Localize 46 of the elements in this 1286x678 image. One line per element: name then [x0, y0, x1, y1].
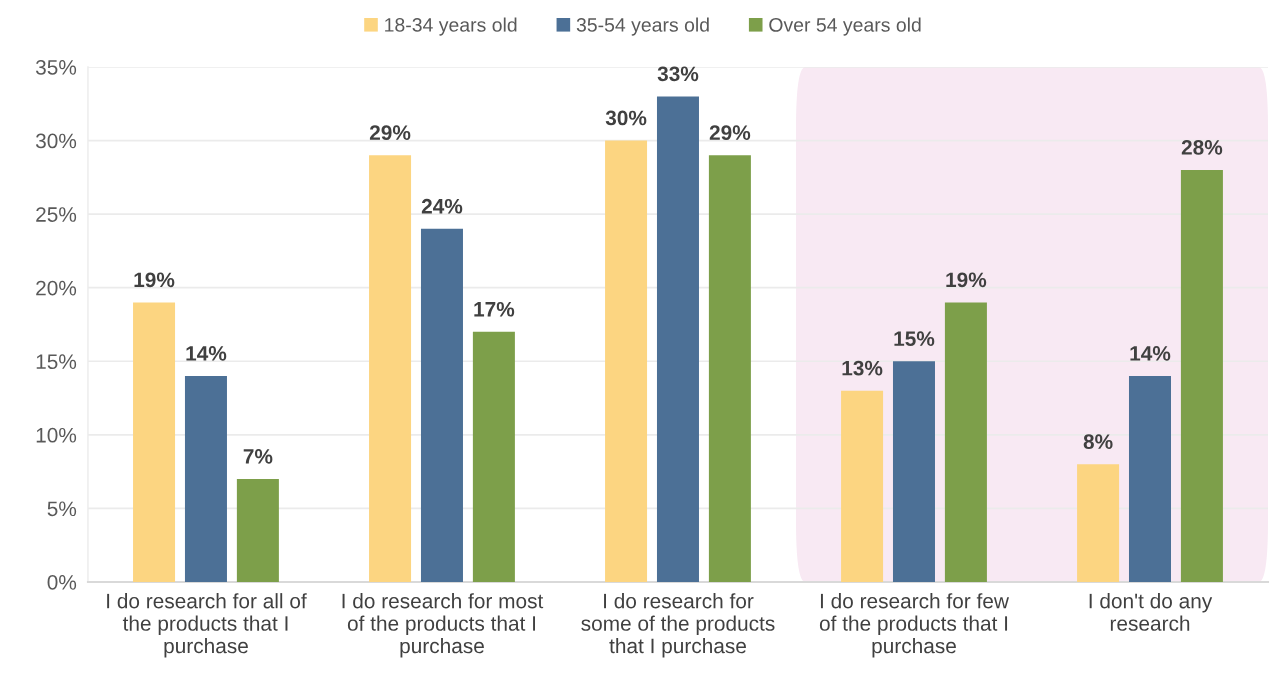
bar	[133, 302, 176, 582]
x-tick-label: I do research for few of the products that I purchase	[819, 593, 1009, 658]
bar	[841, 390, 884, 582]
bar	[1128, 375, 1171, 582]
data-label: 14%	[186, 346, 227, 361]
legend-label: 35-54 years old	[576, 17, 709, 36]
bar	[472, 331, 515, 582]
data-label: 29%	[709, 125, 751, 141]
bar	[605, 140, 648, 582]
y-tick-label: 25%	[36, 207, 77, 222]
y-tick-label: 0%	[47, 575, 77, 590]
bar	[892, 361, 935, 582]
data-label: 29%	[369, 125, 411, 141]
data-label: 7%	[243, 449, 273, 464]
y-tick-label: 15%	[36, 354, 77, 370]
y-tick-label: 35%	[35, 59, 77, 75]
bar	[656, 96, 699, 582]
bar	[1077, 464, 1120, 582]
x-tick-label: I do research for all of the products that I purchase	[107, 593, 307, 658]
x-tick-label: I do research for most of the products that I purchase	[342, 593, 544, 658]
data-label: 8%	[1083, 434, 1113, 450]
bar	[369, 155, 412, 582]
data-label: 13%	[842, 360, 883, 376]
legend-label: Over 54 years old	[769, 17, 921, 36]
data-label: 14%	[1130, 346, 1171, 361]
data-label: 24%	[421, 198, 463, 214]
y-tick-label: 20%	[36, 280, 77, 296]
bar	[708, 155, 751, 582]
data-label: 28%	[1181, 140, 1223, 155]
legend-label: 18-34 years old	[385, 17, 517, 36]
bar	[944, 302, 987, 582]
data-label: 19%	[946, 272, 987, 288]
data-label: 33%	[657, 66, 699, 82]
y-tick-label: 10%	[36, 427, 77, 443]
data-label: 19%	[134, 272, 175, 288]
x-tick-label: I don't do any research	[1089, 593, 1213, 631]
x-tick-label: I do research for some of the products that I purchase	[581, 593, 775, 658]
y-tick-label: 5%	[47, 501, 77, 517]
bar	[1180, 169, 1223, 582]
bar	[236, 478, 279, 582]
bar	[184, 375, 227, 582]
y-tick-label: 30%	[35, 133, 77, 149]
bar	[420, 228, 463, 582]
data-label: 17%	[474, 301, 515, 317]
data-label: 15%	[894, 331, 935, 347]
data-label: 30%	[605, 110, 647, 126]
